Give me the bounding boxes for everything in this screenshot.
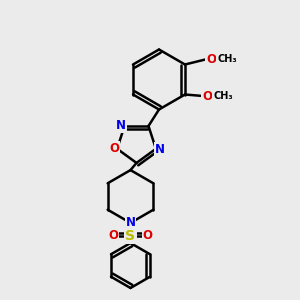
- Text: O: O: [202, 89, 212, 103]
- Text: N: N: [154, 143, 164, 156]
- Text: N: N: [125, 216, 136, 230]
- Text: CH₃: CH₃: [217, 54, 237, 64]
- Text: N: N: [116, 118, 126, 132]
- Text: O: O: [142, 229, 153, 242]
- Text: O: O: [109, 142, 119, 155]
- Text: O: O: [206, 52, 216, 66]
- Text: CH₃: CH₃: [213, 91, 233, 101]
- Text: S: S: [125, 229, 136, 242]
- Text: O: O: [108, 229, 118, 242]
